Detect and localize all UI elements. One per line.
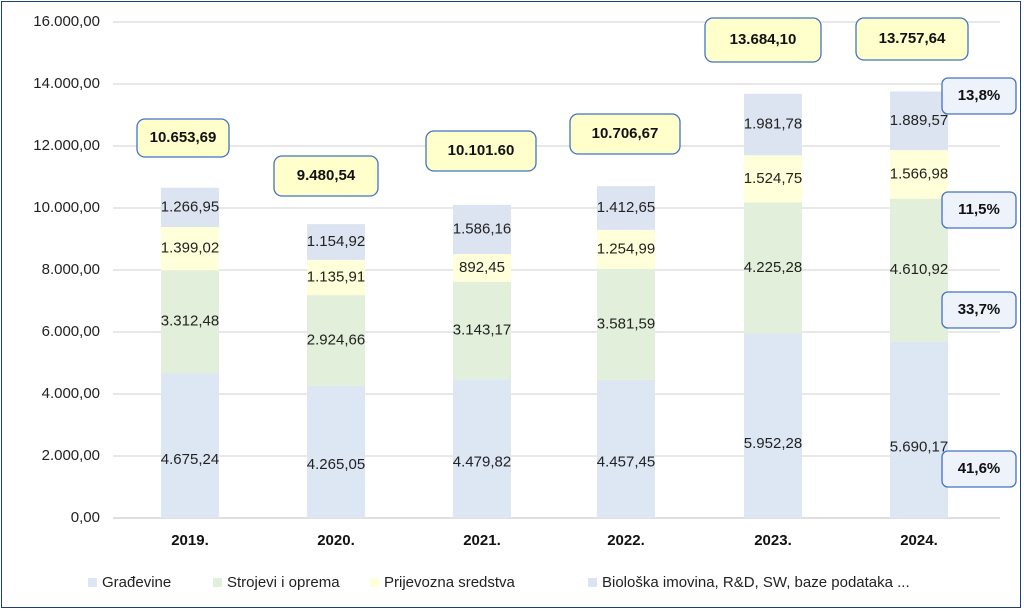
- bar-segment: [161, 227, 219, 271]
- total-callout-label: 10.101.60: [448, 142, 515, 159]
- bar-segment: [161, 270, 219, 374]
- legend-label: Strojevi i oprema: [227, 574, 340, 591]
- bar-segment: [597, 268, 655, 380]
- y-tick-label: 10.000,00: [33, 199, 100, 216]
- total-callout-box: [425, 130, 537, 172]
- total-callout-label: 10.653,69: [150, 129, 217, 146]
- data-label: 1.586,16: [453, 220, 511, 237]
- bar-segment: [597, 379, 655, 518]
- data-label: 1.412,65: [597, 199, 655, 216]
- data-label: 3.312,48: [161, 313, 219, 330]
- data-label: 5.952,28: [744, 435, 802, 452]
- total-callout-box: [855, 17, 969, 61]
- x-tick-label: 2021.: [463, 532, 501, 549]
- x-tick-label: 2024.: [900, 532, 938, 549]
- data-label: 4.457,45: [597, 454, 655, 471]
- total-callout-label: 13.684,10: [730, 31, 797, 48]
- total-callout-label: 13.757,64: [879, 30, 946, 47]
- bar-segment: [307, 259, 365, 296]
- percent-callout-box: [941, 450, 1017, 488]
- legend-label: Biološka imovina, R&D, SW, baze podataka…: [602, 574, 910, 591]
- bar-segment: [453, 281, 511, 380]
- x-tick-label: 2022.: [607, 532, 645, 549]
- y-tick-label: 14.000,00: [33, 75, 100, 92]
- bar-segment: [161, 373, 219, 518]
- legend-swatch: [88, 578, 97, 587]
- total-callout-box: [704, 17, 822, 63]
- bar-segment: [890, 91, 948, 151]
- data-label: 3.143,17: [453, 321, 511, 338]
- percent-callout-label: 11,5%: [958, 201, 1000, 218]
- data-label: 2.924,66: [307, 331, 365, 348]
- data-label: 4.265,05: [307, 456, 365, 473]
- bar-segment: [890, 150, 948, 199]
- bar-segment: [453, 379, 511, 518]
- y-tick-label: 16.000,00: [33, 13, 100, 30]
- percent-callout-box: [941, 77, 1017, 115]
- x-tick-label: 2020.: [317, 532, 355, 549]
- legend-swatch: [588, 578, 597, 587]
- total-callout-box: [569, 113, 681, 155]
- bar-segment: [890, 198, 948, 342]
- data-label: 1.981,78: [744, 115, 802, 132]
- percent-callout-label: 33,7%: [958, 301, 1001, 318]
- data-label: 5.690,17: [890, 438, 948, 455]
- bar-segment: [744, 333, 802, 518]
- percent-callout-box: [941, 291, 1017, 329]
- y-tick-label: 12.000,00: [33, 137, 100, 154]
- bar-segment: [453, 204, 511, 255]
- y-tick-label: 8.000,00: [42, 261, 100, 278]
- data-label: 1.154,92: [307, 233, 365, 250]
- total-callout-label: 9.480,54: [297, 167, 356, 184]
- data-label: 1.889,57: [890, 112, 948, 129]
- data-label: 1.566,98: [890, 165, 948, 182]
- bar-segment: [597, 186, 655, 230]
- data-label: 1.135,91: [307, 268, 365, 285]
- percent-callout-box: [941, 191, 1017, 229]
- y-tick-label: 6.000,00: [42, 323, 100, 340]
- legend-swatch: [370, 578, 379, 587]
- total-callout-box: [136, 118, 230, 158]
- data-label: 1.399,02: [161, 240, 219, 257]
- data-label: 4.225,28: [744, 259, 802, 276]
- y-tick-label: 4.000,00: [42, 385, 100, 402]
- data-label: 892,45: [459, 259, 505, 276]
- x-tick-label: 2019.: [171, 532, 209, 549]
- bar-segment: [744, 155, 802, 203]
- percent-callout-label: 13,8%: [958, 87, 1001, 104]
- x-tick-label: 2023.: [754, 532, 792, 549]
- percent-callout-label: 41,6%: [958, 460, 1001, 477]
- bar-segment: [453, 254, 511, 282]
- data-label: 4.610,92: [890, 261, 948, 278]
- bar-segment: [744, 202, 802, 334]
- data-label: 3.581,59: [597, 315, 655, 332]
- data-label: 4.479,82: [453, 453, 511, 470]
- data-label: 1.524,75: [744, 170, 802, 187]
- y-tick-label: 2.000,00: [42, 447, 100, 464]
- bar-segment: [161, 187, 219, 228]
- total-callout-label: 10.706,67: [592, 125, 659, 142]
- y-tick-label: 0,00: [71, 509, 100, 526]
- data-label: 1.266,95: [161, 198, 219, 215]
- bar-segment: [307, 295, 365, 386]
- legend-swatch: [213, 578, 222, 587]
- data-label: 1.254,99: [597, 240, 655, 257]
- bar-segment: [744, 93, 802, 156]
- bar-segment: [597, 229, 655, 269]
- data-label: 4.675,24: [161, 451, 219, 468]
- legend-label: Građevine: [102, 574, 171, 591]
- bar-segment: [307, 224, 365, 260]
- bar-segment: [307, 385, 365, 518]
- legend-label: Prijevozna sredstva: [384, 574, 516, 591]
- bar-segment: [890, 341, 948, 518]
- total-callout-box: [273, 155, 379, 197]
